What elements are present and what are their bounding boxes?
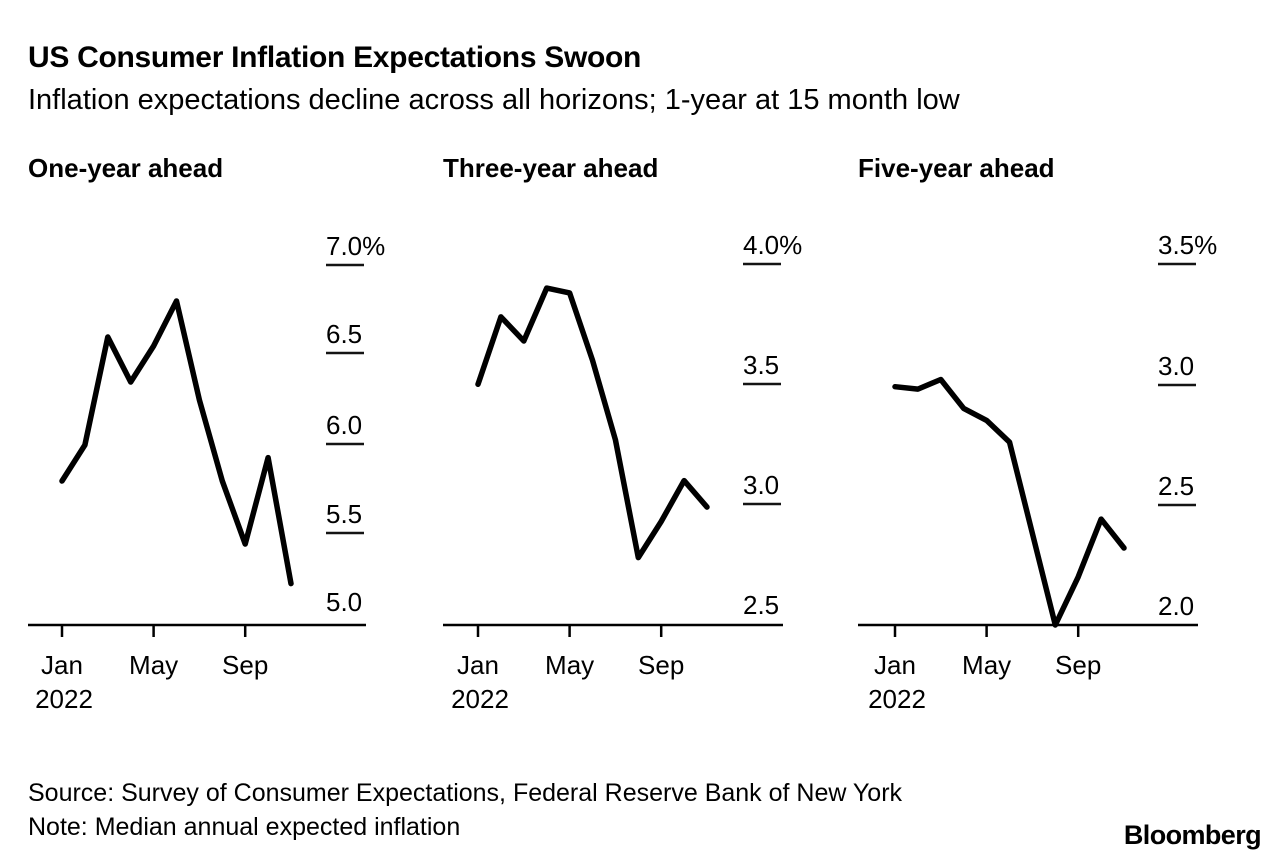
y-axis-label: 5.5 [326,499,363,529]
y-tick-dash [743,262,781,266]
y-tick-dash [1158,383,1196,387]
y-tick-dash [1158,262,1196,266]
line-chart-three-year-ahead [443,262,783,637]
chart-subtitle: Inflation expectations decline across al… [28,84,960,116]
y-axis-label: 2.5 [1158,471,1195,501]
panel-title-five-year: Five-year ahead [858,153,1055,183]
panel-title-one-year: One-year ahead [28,153,224,183]
x-axis-label: Jan [457,650,499,680]
x-axis-year-label: 2022 [35,684,93,714]
data-line [475,285,710,561]
y-axis-label: 4.0% [743,230,803,260]
bloomberg-logo: Bloomberg [1123,820,1262,850]
x-axis-label: May [129,650,179,680]
y-axis-label: 3.5% [1158,230,1218,260]
y-axis-label: 2.0 [1158,591,1195,621]
y-axis-label: 3.0 [743,470,780,500]
y-tick-dash [326,531,364,535]
x-axis-label: Jan [41,650,83,680]
y-tick-dash [743,502,781,506]
y-axis-label: 3.0 [1158,351,1195,381]
y-axis-label: 5.0 [326,587,363,617]
x-axis-year-label: 2022 [868,684,926,714]
x-axis-label: Jan [874,650,916,680]
y-axis-label: 6.0 [326,410,363,440]
panel-title-three-year: Three-year ahead [443,153,659,183]
x-axis-label: Sep [222,650,269,680]
source-note: Source: Survey of Consumer Expectations,… [28,779,903,807]
y-axis-label: 2.5 [743,590,780,620]
x-axis-label: May [545,650,595,680]
line-chart-one-year-ahead [28,263,366,637]
data-line [59,298,294,587]
y-tick-dash [1158,503,1196,507]
y-axis-label: 3.5 [743,350,780,380]
y-tick-dash [326,351,364,355]
line-chart-five-year-ahead [858,262,1198,637]
data-line [892,376,1127,628]
methodology-note: Note: Median annual expected inflation [28,813,461,841]
y-tick-dash [326,263,364,267]
y-axis-label: 6.5 [326,319,363,349]
x-axis-label: Sep [638,650,685,680]
x-axis-label: Sep [1055,650,1102,680]
x-axis-label: May [962,650,1012,680]
y-tick-dash [326,442,364,446]
y-tick-dash [743,382,781,386]
x-axis-year-label: 2022 [451,684,509,714]
chart-title: US Consumer Inflation Expectations Swoon [28,41,642,74]
y-axis-label: 7.0% [326,231,386,261]
